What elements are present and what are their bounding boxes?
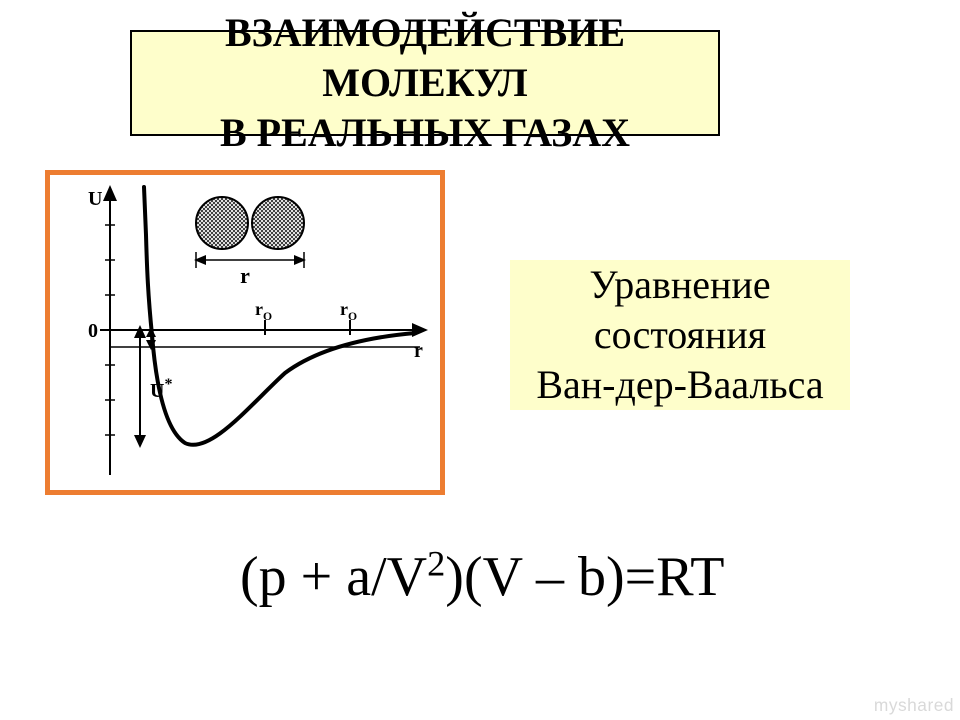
equation-name-line3: Ван-дер-Ваальса	[536, 360, 823, 410]
equation-name-box: Уравнение состояния Ван-дер-Ваальса	[510, 260, 850, 410]
potential-chart: Ur 0 rO rO U* r	[50, 175, 440, 490]
equation-name-line2: состояния	[594, 310, 766, 360]
potential-chart-frame: Ur 0 rO rO U* r	[45, 170, 445, 495]
van-der-waals-equation: (p + a/V2)(V – b)=RT	[240, 545, 724, 609]
equation-name-line1: Уравнение	[589, 260, 770, 310]
svg-text:U: U	[88, 188, 102, 210]
svg-text:0: 0	[88, 320, 98, 342]
svg-text:r: r	[414, 340, 423, 362]
svg-text:rO: rO	[340, 299, 357, 323]
slide-title-line1: ВЗАИМОДЕЙСТВИЕ МОЛЕКУЛ	[132, 8, 718, 108]
slide-title-line2: В РЕАЛЬНЫХ ГАЗАХ	[220, 108, 630, 158]
svg-text:r: r	[240, 263, 250, 288]
slide-title-box: ВЗАИМОДЕЙСТВИЕ МОЛЕКУЛ В РЕАЛЬНЫХ ГАЗАХ	[130, 30, 720, 136]
svg-text:rO: rO	[255, 299, 272, 323]
watermark: myshared	[874, 695, 954, 716]
svg-text:U*: U*	[150, 376, 172, 402]
